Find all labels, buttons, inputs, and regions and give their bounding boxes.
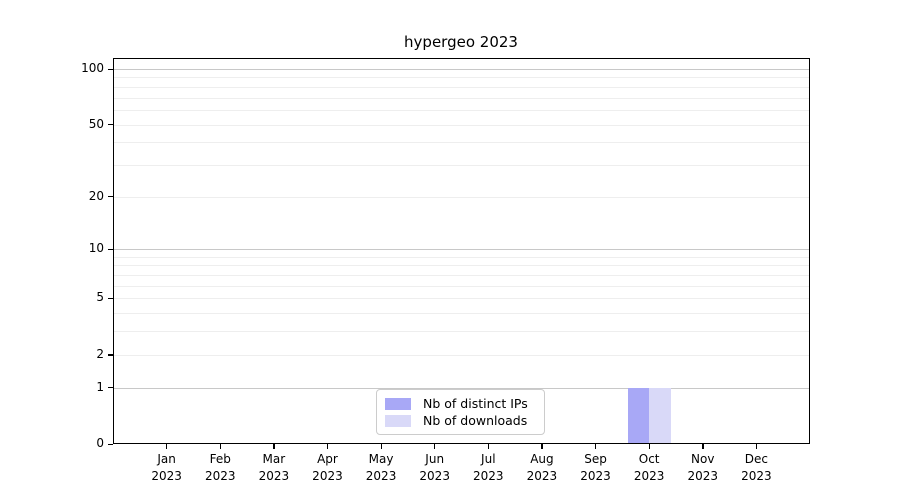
x-tick-label: Sep2023 <box>580 451 611 485</box>
y-tick-label: 20 <box>60 189 104 203</box>
y-tick-label: 100 <box>60 61 104 75</box>
gridline-minor <box>113 77 810 78</box>
gridline-minor <box>113 355 810 356</box>
y-tick-label: 5 <box>60 290 104 304</box>
y-tick-label: 1 <box>60 380 104 394</box>
x-tick-mark <box>756 444 757 449</box>
y-tick-mark <box>108 196 113 197</box>
gridline-minor <box>113 265 810 266</box>
gridline-minor <box>113 275 810 276</box>
x-tick-mark <box>595 444 596 449</box>
x-tick-label: Feb2023 <box>205 451 236 485</box>
gridline-minor <box>113 286 810 287</box>
y-tick-label: 10 <box>60 241 104 255</box>
x-tick-label: Oct2023 <box>634 451 665 485</box>
gridline-minor <box>113 142 810 143</box>
legend-label-distinct-ips: Nb of distinct IPs <box>423 396 528 411</box>
x-tick-label: Mar2023 <box>259 451 290 485</box>
gridline-minor <box>113 197 810 198</box>
legend-swatch-distinct-ips <box>385 398 411 410</box>
x-tick-mark <box>273 444 274 449</box>
gridline-minor <box>113 87 810 88</box>
legend-swatch-downloads <box>385 415 411 427</box>
x-tick-mark <box>488 444 489 449</box>
x-tick-mark <box>381 444 382 449</box>
x-tick-mark <box>541 444 542 449</box>
bar-distinct-ips <box>628 388 649 444</box>
x-tick-label: Nov2023 <box>687 451 718 485</box>
x-tick-label: Jan2023 <box>151 451 182 485</box>
gridline-minor <box>113 257 810 258</box>
x-tick-label: Aug2023 <box>527 451 558 485</box>
legend: Nb of distinct IPs Nb of downloads <box>376 389 545 435</box>
y-tick-mark <box>108 124 113 125</box>
y-tick-mark <box>108 387 113 388</box>
gridline-minor <box>113 313 810 314</box>
chart-title: hypergeo 2023 <box>404 33 518 51</box>
gridline-minor <box>113 165 810 166</box>
y-tick-label: 0 <box>60 436 104 450</box>
x-tick-mark <box>649 444 650 449</box>
x-tick-label: Dec2023 <box>741 451 772 485</box>
x-tick-label: May2023 <box>366 451 397 485</box>
x-tick-mark <box>166 444 167 449</box>
y-tick-mark <box>108 249 113 250</box>
y-tick-label: 2 <box>60 347 104 361</box>
x-tick-mark <box>220 444 221 449</box>
y-tick-mark <box>108 298 113 299</box>
plot-area <box>113 58 810 444</box>
chart-figure: hypergeo 2023 0 1 2 5 10 20 50 100 Jan2023 Feb202… <box>0 0 900 500</box>
x-tick-mark <box>702 444 703 449</box>
x-tick-label: Jun2023 <box>419 451 450 485</box>
gridline-minor <box>113 298 810 299</box>
legend-label-downloads: Nb of downloads <box>423 413 527 428</box>
x-tick-label: Jul2023 <box>473 451 504 485</box>
gridline-major <box>113 69 810 70</box>
x-tick-label: Apr2023 <box>312 451 343 485</box>
gridline-minor <box>113 331 810 332</box>
y-tick-label: 50 <box>60 117 104 131</box>
x-tick-mark <box>434 444 435 449</box>
legend-item-downloads: Nb of downloads <box>385 413 536 428</box>
legend-item-distinct-ips: Nb of distinct IPs <box>385 396 536 411</box>
gridline-minor <box>113 110 810 111</box>
x-tick-mark <box>327 444 328 449</box>
y-tick-mark <box>108 354 113 355</box>
gridline-minor <box>113 125 810 126</box>
gridline-major <box>113 249 810 250</box>
bar-downloads <box>649 388 670 444</box>
y-tick-mark <box>108 69 113 70</box>
gridline-minor <box>113 98 810 99</box>
y-tick-mark <box>108 444 113 445</box>
